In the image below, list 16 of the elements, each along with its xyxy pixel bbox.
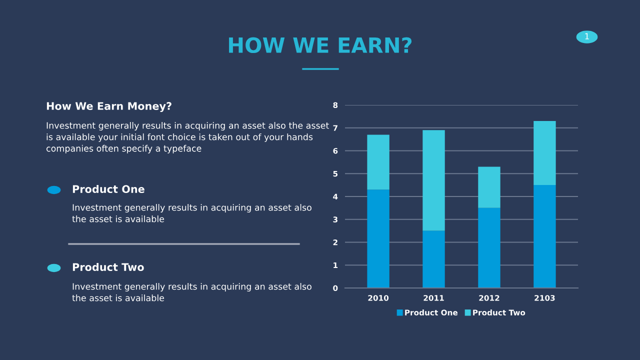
bar (422, 130, 445, 231)
text: Product Two (72, 262, 144, 272)
bar (534, 121, 556, 186)
text: Investment generally results in acquiring an asset also the asset is available (72, 283, 312, 302)
text: Investment generally results in acquiring an asset also the asset is available your initial font choice is taken out of your hands companies often specify a typeface (46, 122, 329, 154)
text: 1 (585, 33, 589, 40)
bar (478, 166, 500, 208)
bar (367, 190, 390, 288)
chart-title: HOW WE EARN? (229, 37, 412, 54)
text: Investment generally results in acquiring an asset also the asset is available (72, 204, 312, 222)
text: How We Earn Money? (46, 102, 172, 112)
text: Product One (72, 184, 144, 194)
bar (422, 230, 445, 288)
bar (534, 185, 556, 288)
bar (367, 134, 390, 190)
bar (478, 208, 500, 288)
